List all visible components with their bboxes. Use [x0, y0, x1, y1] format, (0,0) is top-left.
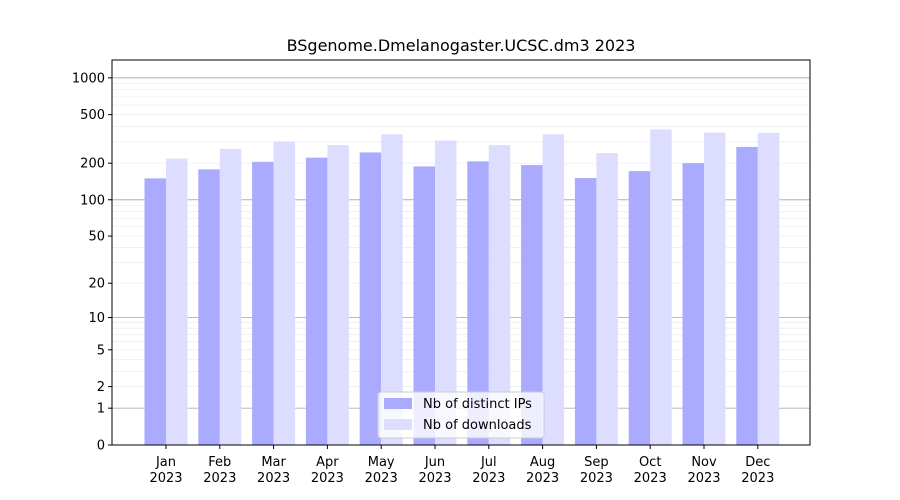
bar-distinct-ips-feb: [198, 169, 220, 445]
x-axis: Jan2023Feb2023Mar2023Apr2023May2023Jun20…: [149, 445, 774, 486]
y-tick-label: 10: [88, 311, 105, 326]
x-tick-label-year: 2023: [203, 471, 236, 486]
y-tick-label: 20: [88, 277, 105, 292]
bar-distinct-ips-mar: [252, 161, 274, 446]
x-tick-label-month: Jan: [155, 455, 176, 470]
bar-distinct-ips-may: [359, 152, 382, 445]
bar-downloads-may: [381, 134, 403, 445]
x-tick-label-year: 2023: [149, 471, 182, 486]
bar-distinct-ips-jun: [413, 166, 435, 445]
bar-distinct-ips-jan: [144, 178, 166, 445]
x-tick-label-month: Apr: [316, 455, 339, 470]
y-tick-label: 50: [88, 230, 105, 245]
x-tick-label-month: Feb: [208, 455, 231, 470]
bar-downloads-apr: [327, 145, 349, 445]
x-tick-label-month: Aug: [530, 455, 555, 470]
x-tick-label-year: 2023: [257, 471, 290, 486]
y-axis: 0 1 2 5 10 20 50 100 200 500 1000: [72, 71, 112, 454]
legend-swatch: [384, 419, 412, 430]
bar-downloads-jul: [488, 145, 511, 445]
x-tick-label-month: Oct: [639, 455, 661, 470]
bar-downloads-oct: [650, 129, 672, 445]
bar-downloads-feb: [219, 148, 242, 445]
bar-downloads-jan: [166, 158, 188, 446]
x-tick-label-year: 2023: [472, 471, 505, 486]
bar-downloads-dec: [757, 132, 780, 445]
y-tick-label: 1000: [72, 71, 105, 86]
x-tick-label-month: Jul: [480, 455, 497, 470]
y-tick-label: 2: [97, 380, 105, 395]
legend-label: Nb of distinct IPs: [423, 397, 532, 412]
x-tick-label-year: 2023: [526, 471, 559, 486]
bar-distinct-ips-aug: [521, 165, 543, 446]
x-tick-label-month: Nov: [691, 455, 717, 470]
x-tick-label-year: 2023: [311, 471, 344, 486]
bar-distinct-ips-apr: [305, 157, 328, 446]
x-tick-label-month: Jun: [424, 455, 445, 470]
bar-distinct-ips-dec: [736, 146, 758, 445]
x-tick-label-year: 2023: [580, 471, 613, 486]
bar-downloads-nov: [704, 132, 726, 446]
x-tick-label-year: 2023: [634, 471, 667, 486]
x-tick-label-month: Dec: [745, 455, 770, 470]
x-tick-label-month: Mar: [261, 455, 286, 470]
legend: Nb of distinct IPs Nb of downloads: [377, 391, 545, 439]
plot-area-frame: [111, 59, 811, 446]
bar-downloads-sep: [596, 153, 618, 445]
bar-distinct-ips-jul: [467, 161, 489, 446]
legend-box: [377, 391, 545, 439]
y-tick-label: 500: [80, 108, 105, 123]
bar-downloads-mar: [273, 141, 296, 445]
y-tick-label: 5: [97, 343, 105, 358]
x-tick-label-year: 2023: [418, 471, 451, 486]
bar-distinct-ips-oct: [628, 171, 651, 446]
legend-swatch: [384, 398, 412, 409]
x-tick-label-year: 2023: [687, 471, 720, 486]
y-tick-label: 1: [97, 402, 105, 417]
bars: [144, 129, 780, 446]
bar-distinct-ips-nov: [682, 163, 704, 445]
chart-title: BSgenome.Dmelanogaster.UCSC.dm3 2023: [287, 36, 636, 55]
x-tick-label-month: Sep: [584, 455, 609, 470]
y-tick-label: 0: [97, 439, 105, 454]
bar-distinct-ips-sep: [574, 178, 597, 445]
y-tick-label: 200: [80, 157, 105, 172]
x-tick-label-year: 2023: [365, 471, 398, 486]
legend-label: Nb of downloads: [423, 418, 532, 433]
bar-downloads-aug: [542, 134, 565, 445]
x-tick-label-month: May: [368, 455, 395, 470]
bar-downloads-jun: [435, 140, 457, 445]
y-tick-label: 100: [80, 193, 105, 208]
x-tick-label-year: 2023: [741, 471, 774, 486]
